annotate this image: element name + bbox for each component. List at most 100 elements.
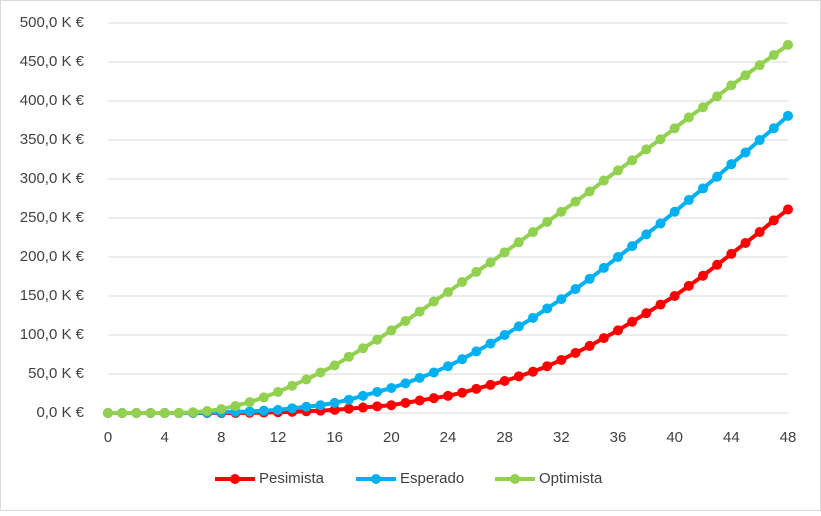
x-tick-label: 8: [217, 429, 225, 446]
point: [768, 123, 779, 134]
point: [329, 360, 340, 371]
point: [556, 354, 567, 365]
point: [117, 408, 128, 418]
point: [542, 361, 553, 372]
point: [768, 49, 779, 60]
y-tick-label: 350,0 K €: [20, 131, 85, 148]
x-tick-label: 16: [326, 429, 343, 446]
point: [499, 376, 510, 387]
x-tick-label: 28: [496, 429, 513, 446]
point: [443, 287, 453, 298]
point: [358, 402, 368, 413]
x-tick-label: 12: [270, 429, 287, 446]
point: [315, 367, 326, 378]
point: [754, 227, 765, 238]
y-tick-label: 400,0 K €: [20, 92, 85, 109]
point: [570, 283, 581, 294]
point: [485, 338, 496, 349]
point: [528, 227, 538, 238]
point: [301, 374, 312, 385]
y-tick-label: 450,0 K €: [20, 53, 85, 70]
point: [698, 270, 708, 281]
point: [613, 252, 623, 262]
point: [273, 404, 283, 415]
point: [783, 110, 793, 121]
point: [641, 144, 652, 155]
point: [443, 390, 453, 401]
point: [400, 378, 411, 389]
point: [683, 112, 694, 123]
point: [457, 387, 468, 398]
point: [655, 134, 666, 145]
point: [103, 408, 113, 418]
point: [343, 403, 354, 414]
point: [485, 257, 496, 268]
point: [740, 147, 751, 158]
x-tick-label: 32: [553, 429, 570, 446]
point: [301, 401, 312, 412]
point: [258, 405, 269, 416]
point: [613, 165, 623, 176]
point: [499, 330, 510, 340]
legend-label: Pesimista: [259, 470, 325, 487]
point: [471, 266, 482, 277]
point: [485, 379, 496, 390]
point: [627, 155, 638, 166]
point: [669, 123, 680, 134]
x-tick-label: 20: [383, 429, 400, 446]
point: [499, 247, 510, 258]
point: [683, 195, 694, 206]
point: [244, 406, 255, 417]
point: [287, 380, 298, 391]
y-tick-label: 100,0 K €: [20, 326, 85, 343]
point: [556, 294, 567, 305]
point: [400, 315, 411, 326]
point: [457, 354, 468, 365]
point: [273, 386, 283, 397]
point: [740, 70, 751, 81]
point: [584, 186, 595, 197]
point: [386, 400, 397, 411]
point: [513, 371, 524, 382]
point: [428, 296, 439, 307]
point: [598, 175, 609, 186]
point: [641, 308, 652, 319]
point: [428, 367, 439, 378]
point: [754, 60, 765, 71]
point: [414, 306, 425, 317]
point: [372, 401, 383, 412]
point: [358, 343, 368, 354]
point: [443, 361, 453, 372]
x-tick-label: 0: [104, 429, 112, 446]
point: [230, 400, 241, 411]
point: [584, 273, 595, 284]
point: [386, 383, 397, 394]
point: [372, 386, 383, 397]
y-tick-label: 0,0 K €: [36, 404, 84, 421]
point: [188, 407, 198, 418]
point: [683, 280, 694, 291]
point: [173, 407, 184, 418]
point: [712, 171, 723, 182]
point: [315, 400, 326, 411]
point: [343, 351, 354, 362]
point: [513, 237, 524, 248]
legend-marker: [230, 474, 240, 484]
point: [726, 80, 737, 91]
point: [655, 218, 666, 229]
point: [372, 334, 383, 345]
point: [358, 390, 368, 401]
x-tick-label: 24: [440, 429, 457, 446]
point: [428, 393, 439, 404]
point: [783, 204, 793, 215]
point: [669, 206, 680, 217]
point: [556, 206, 567, 217]
legend-label: Optimista: [539, 470, 603, 487]
point: [655, 299, 666, 310]
point: [471, 346, 482, 357]
point: [726, 159, 737, 170]
point: [202, 406, 213, 417]
point: [414, 395, 425, 406]
